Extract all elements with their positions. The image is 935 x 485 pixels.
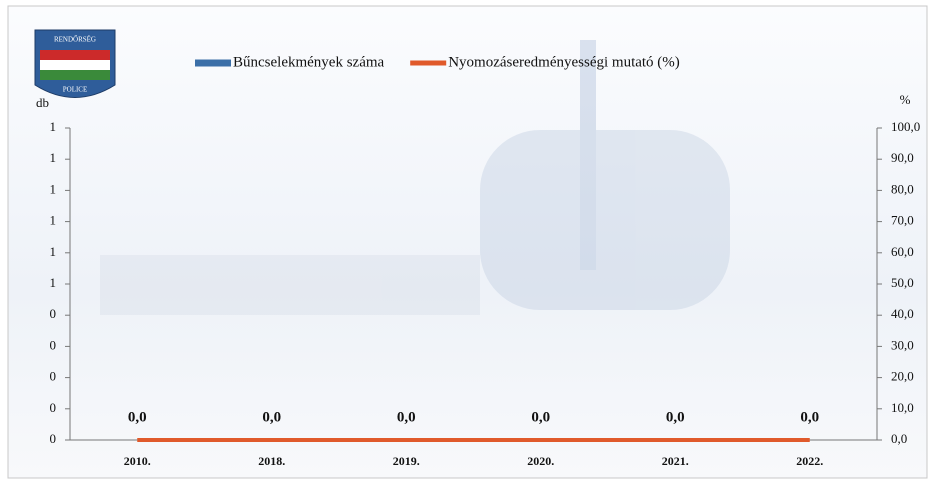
y2-tick-label: 90,0 [891,150,914,165]
data-label: 0,0 [397,409,416,425]
logo-bottom-text: POLICE [63,86,88,94]
x-tick-label: 2020. [527,454,554,468]
y-tick-label: 1 [50,181,57,196]
y-tick-label: 1 [50,119,57,134]
y2-tick-label: 0,0 [891,431,907,446]
y2-tick-label: 50,0 [891,275,914,290]
y2-tick-label: 10,0 [891,400,914,415]
y2-tick-label: 100,0 [891,119,920,134]
x-tick-label: 2018. [258,454,285,468]
data-label: 0,0 [262,409,281,425]
x-tick-label: 2010. [124,454,151,468]
chart: RENDŐRSÉG POLICE db % 000001111110,010,0… [0,0,935,485]
y-tick-label: 0 [50,337,57,352]
y-tick-label: 0 [50,369,57,384]
y-tick-label: 0 [50,306,57,321]
y-tick-label: 1 [50,213,57,228]
y-axis-label: db [36,95,49,110]
y2-tick-label: 20,0 [891,369,914,384]
y2-tick-label: 70,0 [891,213,914,228]
y-tick-label: 0 [50,431,57,446]
data-label: 0,0 [666,409,685,425]
logo-top-text: RENDŐRSÉG [54,36,96,44]
y2-tick-label: 80,0 [891,181,914,196]
y2-tick-label: 60,0 [891,244,914,259]
logo: RENDŐRSÉG POLICE [35,30,115,98]
x-tick-label: 2019. [393,454,420,468]
data-label: 0,0 [800,409,819,425]
y2-tick-label: 40,0 [891,306,914,321]
y2-axis-label: % [900,92,911,107]
y-tick-label: 1 [50,275,57,290]
y-tick-label: 1 [50,244,57,259]
frame [8,6,927,478]
y-tick-label: 0 [50,400,57,415]
legend-label: Nyomozáseredményességi mutató (%) [448,54,680,70]
data-label: 0,0 [128,409,147,425]
legend-label: Bűncselekmények száma [233,54,385,70]
x-tick-label: 2022. [796,454,823,468]
y2-tick-label: 30,0 [891,337,914,352]
x-tick-label: 2021. [662,454,689,468]
data-label: 0,0 [531,409,550,425]
y-tick-label: 1 [50,150,57,165]
